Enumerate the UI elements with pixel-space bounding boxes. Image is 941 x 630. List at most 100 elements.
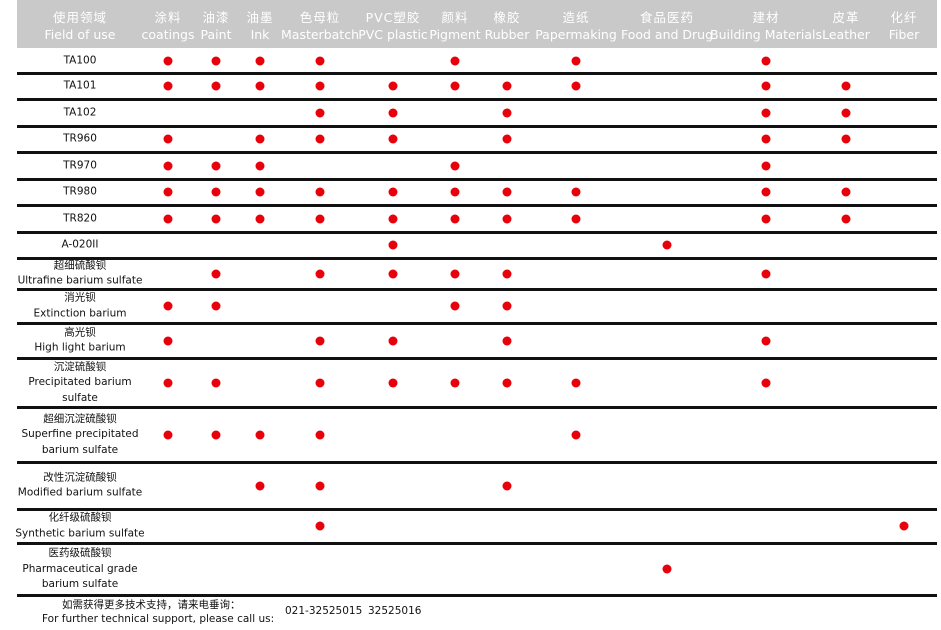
row-label-line: Pharmaceutical grade [22, 562, 138, 575]
use-dot [450, 81, 460, 91]
row-label: 超细沉淀硫酸钡 Superfine precipitated barium sulf… [21, 411, 138, 458]
row-label-line: 高光钡 [64, 326, 96, 338]
use-dot [571, 81, 581, 91]
use-dot [450, 161, 460, 170]
column-header-zh: 食品医药 [639, 10, 695, 25]
use-dot [502, 269, 512, 278]
row-label-line: TR980 [63, 185, 97, 198]
row-label-line: Synthetic barium sulfate [15, 527, 145, 539]
column-header-en: Building Materials [710, 27, 822, 42]
use-dot [315, 481, 325, 490]
use-dot [315, 187, 325, 197]
use-dot [841, 187, 851, 197]
row-divider [17, 97, 937, 101]
use-dot [388, 134, 398, 144]
column-header-en: Ink [250, 27, 270, 42]
row-label: TA100 [64, 53, 97, 69]
row-label: 消光钡 Extinction barium [34, 291, 127, 322]
use-dot [315, 430, 325, 439]
use-dot [163, 378, 173, 387]
use-dot [388, 336, 398, 345]
use-dot [761, 187, 771, 197]
row-label-line: 医药级硫酸钡 [48, 546, 112, 559]
use-dot [450, 56, 460, 65]
use-dot [761, 161, 771, 170]
row-label-line: High light barium [34, 341, 126, 354]
use-dot [450, 301, 460, 311]
column-header-zh: PVC塑胶 [365, 10, 421, 25]
column-header-en: Pigment [429, 27, 481, 42]
row-divider [17, 124, 937, 128]
use-dot [450, 214, 460, 223]
use-dot [502, 134, 512, 144]
column-header-en: Paint [200, 27, 232, 42]
use-dot [571, 187, 581, 197]
row-label-line: Ultrafine barium sulfate [17, 274, 143, 287]
column-header-en: Papermaking [535, 27, 617, 42]
use-dot [315, 269, 325, 278]
row-label-line: 化纤级硫酸钡 [48, 511, 112, 524]
row-label: TA102 [64, 105, 97, 121]
column-header-zh: 橡胶 [493, 10, 521, 25]
use-dot [502, 187, 512, 197]
use-dot [761, 56, 771, 65]
use-dot [571, 430, 581, 439]
use-dot [315, 336, 325, 345]
use-dot [163, 56, 173, 65]
use-dot [761, 81, 771, 91]
column-header-en: Fiber [888, 27, 920, 42]
use-dot [841, 108, 851, 117]
use-dot [761, 269, 771, 278]
use-dot [662, 240, 672, 250]
use-dot [163, 161, 173, 170]
use-dot [211, 301, 221, 311]
use-dot [388, 108, 398, 117]
column-header-zh: 化纤 [890, 10, 918, 25]
use-dot [163, 430, 173, 439]
use-dot [163, 301, 173, 311]
row-divider [17, 177, 937, 181]
row-label: TR820 [63, 211, 97, 227]
row-divider [17, 71, 937, 75]
use-dot [388, 240, 398, 250]
column-header-en: coatings [141, 27, 195, 42]
row-label-line: Precipitated barium [28, 375, 132, 388]
use-dot [163, 336, 173, 345]
use-dot [502, 108, 512, 117]
use-dot [502, 378, 512, 387]
use-dot [388, 378, 398, 387]
row-label-line: TA102 [63, 105, 97, 118]
column-header-zh: 油墨 [246, 10, 274, 25]
use-dot [211, 378, 221, 387]
row-label: 沉淀硫酸钡 Precipitated barium sulfate [28, 359, 131, 406]
row-label: TA101 [64, 78, 97, 94]
use-dot [211, 81, 221, 91]
use-dot [211, 269, 221, 278]
use-dot [388, 269, 398, 278]
column-header-zh: 颜料 [441, 10, 469, 25]
row-label-line: TR820 [63, 211, 97, 224]
row-label-line: A-020II [61, 238, 99, 251]
use-dot [899, 521, 909, 531]
row-label-line: 沉淀硫酸钡 [53, 360, 107, 373]
use-dot [502, 336, 512, 345]
use-dot [502, 301, 512, 311]
use-dot [163, 214, 173, 223]
row-label-line: 改性沉淀硫酸钡 [43, 471, 117, 483]
column-header-zh: 涂料 [154, 10, 182, 25]
row-label-line: TR970 [63, 158, 97, 171]
use-dot [502, 481, 512, 490]
row-divider [17, 356, 937, 360]
use-dot [571, 378, 581, 387]
use-dot [255, 81, 265, 91]
row-label: TR970 [63, 158, 97, 174]
row-divider [17, 256, 937, 260]
use-dot [841, 214, 851, 223]
use-dot [255, 161, 265, 170]
row-label: 化纤级硫酸钡 Synthetic barium sulfate [15, 511, 144, 542]
row-label-line: Extinction barium [33, 307, 127, 319]
use-dot [761, 134, 771, 144]
row-label-line: TA100 [63, 53, 97, 66]
row-divider [17, 230, 937, 234]
row-label: 医药级硫酸钡 Pharmaceutical grade barium sulfate [22, 546, 137, 593]
